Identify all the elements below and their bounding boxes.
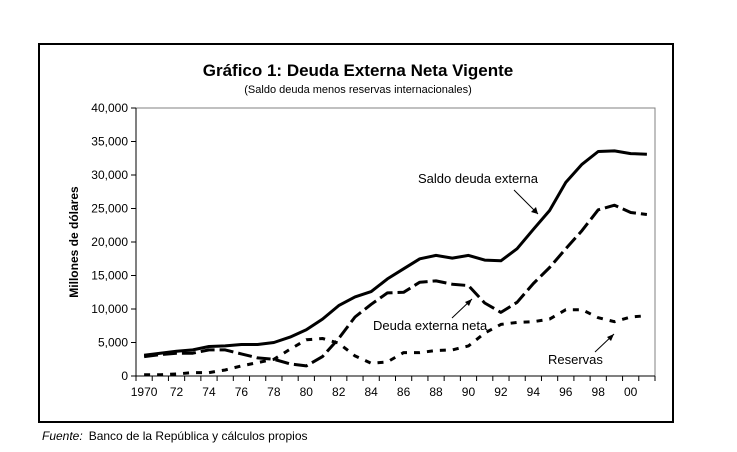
plot-border — [136, 107, 656, 376]
source-note: Fuente: Banco de la República y cálculos … — [42, 429, 308, 443]
series-line-saldo-deuda-externa — [143, 149, 647, 357]
x-tick-label: 94 — [527, 385, 541, 399]
x-tick-label: 84 — [364, 385, 378, 399]
annotation-neta-arrowhead — [465, 299, 472, 306]
annotation-saldo: Saldo deuda externa — [418, 171, 539, 186]
y-axis-label: Millones de dólares — [67, 186, 81, 298]
y-tick-label: 0 — [121, 369, 128, 383]
series-line-reservas — [144, 308, 648, 377]
y-tick-label: 20,000 — [91, 235, 128, 249]
x-tick-label: 74 — [202, 385, 216, 399]
x-tick-label: 86 — [397, 385, 411, 399]
annotation-neta: Deuda externa neta — [373, 318, 488, 333]
y-tick-label: 5,000 — [98, 336, 128, 350]
chart-frame — [38, 43, 674, 423]
y-tick-label: 30,000 — [91, 168, 128, 182]
source-text: Banco de la República y cálculos propios — [88, 429, 308, 443]
x-tick-label: 1970 — [131, 385, 158, 399]
x-tick-label: 98 — [592, 385, 606, 399]
x-tick-label: 90 — [462, 385, 476, 399]
y-tick-label: 10,000 — [91, 302, 128, 316]
source-label: Fuente: — [42, 429, 83, 443]
x-tick-label: 92 — [494, 385, 508, 399]
annotation-reservas: Reservas — [548, 352, 603, 367]
x-tick-label: 76 — [235, 385, 249, 399]
y-tick-label: 25,000 — [91, 202, 128, 216]
chart-subtitle: (Saldo deuda menos reservas internaciona… — [244, 84, 471, 96]
plot-area: 0 5,000 10,000 15,000 20,000 25,000 30,000 35,0… — [91, 101, 656, 399]
x-tick-label: 78 — [267, 385, 281, 399]
annotation-reservas-arrowhead — [607, 334, 614, 341]
x-tick-label: 80 — [300, 385, 314, 399]
y-tick-label: 15,000 — [91, 269, 128, 283]
x-tick-label: 88 — [429, 385, 443, 399]
x-tick-label: 82 — [332, 385, 346, 399]
y-tick-label: 40,000 — [91, 101, 128, 115]
y-tick-label: 35,000 — [91, 135, 128, 149]
chart-title: Gráfico 1: Deuda Externa Neta Vigente — [203, 61, 514, 80]
annotation-saldo-arrowhead — [531, 207, 538, 214]
x-tick-label: 72 — [170, 385, 184, 399]
x-tick-label: 96 — [559, 385, 573, 399]
x-tick-label: 00 — [624, 385, 638, 399]
series-line-deuda-externa-neta — [143, 203, 648, 368]
